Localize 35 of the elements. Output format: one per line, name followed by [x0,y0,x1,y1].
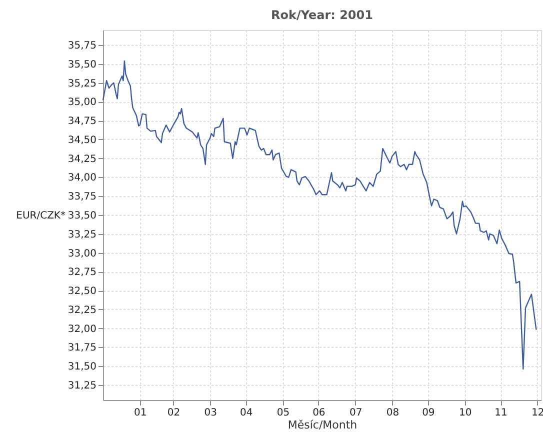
y-tick-label: 35,50 [68,59,96,70]
y-tick-label: 32,50 [68,286,96,298]
y-axis-title: EUR/CZK* [16,210,66,222]
y-tick-label: 32,75 [68,267,96,278]
y-tick-label: 32,25 [68,304,96,316]
y-tick-label: 32,00 [68,324,96,335]
x-tick-label: 05 [276,408,290,418]
y-tick-label: 35,00 [68,97,96,108]
y-tick-label: 31,25 [68,380,96,392]
x-tick-label: 08 [386,408,400,418]
x-tick-label: 03 [204,408,217,418]
y-tick-label: 33,75 [68,192,96,203]
y-tick-label: 35,25 [68,78,96,90]
y-tick-label: 31,75 [68,342,96,354]
x-axis-title: Měsíc/Month [288,418,358,432]
y-tick-label: 33,25 [68,229,96,240]
y-tick-label: 34,00 [68,172,96,184]
x-tick-label: 12 [532,408,543,418]
line-series [102,60,537,370]
y-tick-label: 35,75 [68,40,96,52]
y-tick-label: 34,75 [68,116,96,128]
x-tick-label: 06 [312,408,326,418]
x-tick-label: 07 [349,408,362,418]
y-tick-label: 33,50 [68,210,96,222]
x-tick-label: 10 [458,408,472,418]
y-tick-label: 34,25 [68,154,96,165]
x-tick-label: 09 [422,408,435,418]
y-tick-label: 34,50 [68,134,96,146]
y-tick-label: 31,50 [68,362,96,373]
x-tick-label: 01 [134,408,147,418]
x-tick-label: 04 [240,408,253,418]
y-tick-label: 33,00 [68,248,96,260]
x-tick-label: 11 [494,408,508,418]
chart-title: Rok/Year: 2001 [271,8,373,22]
x-tick-label: 02 [167,408,180,418]
